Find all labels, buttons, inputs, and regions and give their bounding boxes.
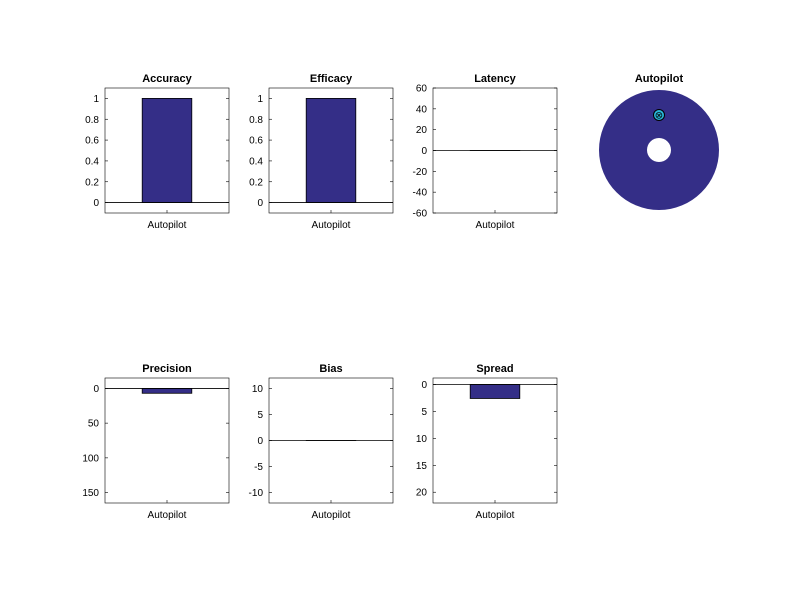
spread-xtick-label: Autopilot (476, 510, 515, 521)
latency-xtick-label: Autopilot (476, 220, 515, 231)
precision-panel: Precision 0 50 100 150 Autopilot (82, 363, 230, 521)
latency-ytick-label: 0 (421, 146, 427, 157)
efficacy-xtick-label: Autopilot (312, 220, 351, 231)
bias-ytick-label: 0 (257, 436, 263, 447)
efficacy-ytick-label: 0.2 (249, 177, 263, 188)
precision-ytick-label: 100 (82, 453, 99, 464)
precision-xtick-label: Autopilot (148, 510, 187, 521)
accuracy-bar-0 (141, 98, 193, 203)
efficacy-panel: Efficacy 0 0.2 0.4 0.6 0.8 1 Autopilot (249, 73, 394, 231)
efficacy-ytick-label: 0 (257, 198, 263, 209)
precision-ytick-label: 0 (93, 384, 99, 395)
accuracy-ytick-label: 1 (93, 94, 99, 105)
accuracy-panel: Accuracy 0 0.2 0.4 0.6 0.8 1 Autopilot (85, 73, 230, 231)
latency-ytick-label: -40 (413, 188, 428, 199)
spread-ytick-label: 20 (416, 488, 428, 499)
autopilot-panel: Autopilot ⊗ (599, 73, 719, 210)
bias-ytick-label: 10 (252, 384, 264, 395)
latency-panel: Latency -60 -40 -20 0 20 40 60 Autopilot (413, 73, 558, 231)
spread-panel: Spread 0 5 10 15 20 Autopilot (416, 363, 558, 521)
latency-title: Latency (474, 73, 516, 85)
spread-title: Spread (476, 363, 513, 375)
precision-title: Precision (142, 363, 192, 375)
bias-ytick-label: 5 (257, 410, 263, 421)
latency-ytick-label: -60 (413, 209, 428, 220)
accuracy-ytick-label: 0 (93, 198, 99, 209)
latency-ytick-label: 60 (416, 84, 428, 95)
spread-ytick-label: 10 (416, 434, 428, 445)
precision-bar-0 (141, 388, 193, 394)
accuracy-ytick-label: 0.8 (85, 115, 99, 126)
bias-panel: Bias -10 -5 0 5 10 Autopilot (249, 363, 394, 521)
efficacy-ytick-label: 0.8 (249, 115, 263, 126)
pie-marker-icon: ⊗ (655, 111, 663, 122)
efficacy-title: Efficacy (310, 73, 353, 85)
spread-ytick-label: 0 (421, 380, 427, 391)
efficacy-bar-0 (305, 98, 357, 203)
accuracy-title: Accuracy (142, 73, 192, 85)
precision-frame (104, 377, 230, 504)
efficacy-ytick-label: 0.4 (249, 156, 263, 167)
latency-ytick-label: -20 (413, 167, 428, 178)
latency-ytick-label: 20 (416, 125, 428, 136)
spread-ytick-label: 5 (421, 407, 427, 418)
bias-ytick-label: -10 (249, 488, 264, 499)
spread-bar-0 (469, 384, 521, 399)
efficacy-ytick-label: 1 (257, 94, 263, 105)
bias-xtick-label: Autopilot (312, 510, 351, 521)
efficacy-ytick-label: 0.6 (249, 136, 263, 147)
accuracy-ytick-label: 0.4 (85, 156, 99, 167)
accuracy-xtick-label: Autopilot (148, 220, 187, 231)
accuracy-ytick-label: 0.6 (85, 136, 99, 147)
precision-ytick-label: 50 (88, 419, 100, 430)
bias-ytick-label: -5 (254, 462, 263, 473)
bias-title: Bias (319, 363, 342, 375)
accuracy-ytick-label: 0.2 (85, 177, 99, 188)
autopilot-title: Autopilot (635, 73, 684, 85)
pie-marker (653, 109, 665, 121)
spread-ytick-label: 15 (416, 461, 428, 472)
pie-ring (599, 90, 719, 210)
precision-ytick-label: 150 (82, 488, 99, 499)
latency-ytick-label: 40 (416, 104, 428, 115)
